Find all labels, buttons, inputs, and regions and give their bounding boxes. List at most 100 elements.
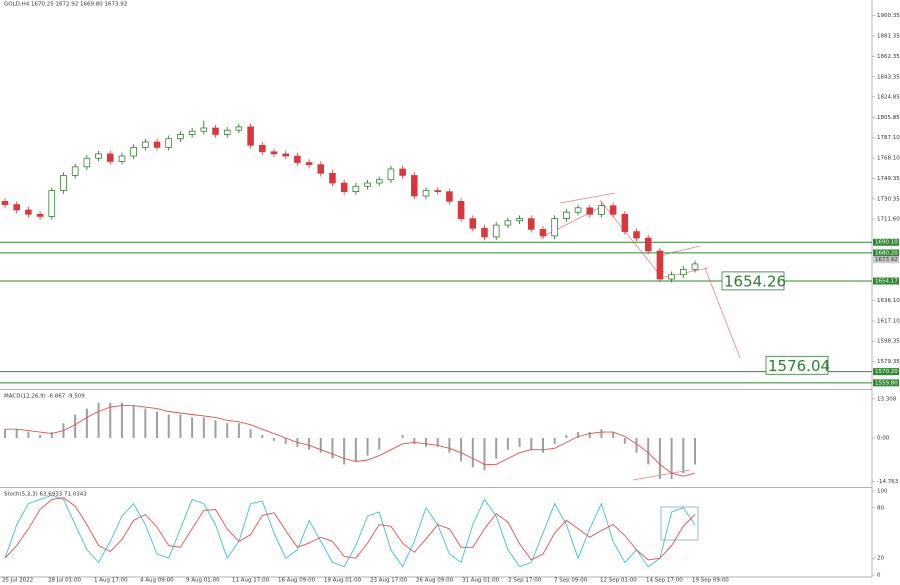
candle-body	[95, 153, 102, 159]
candle-body	[457, 201, 465, 219]
candle-body	[668, 274, 675, 280]
candle-body	[270, 151, 278, 155]
candle-body	[247, 126, 254, 146]
candle-body	[434, 190, 441, 192]
candle-body	[294, 155, 301, 163]
level-label: 1570.20	[875, 369, 898, 375]
candle-body	[200, 127, 208, 132]
candle-body	[644, 237, 652, 252]
level-tag	[873, 249, 899, 257]
candle-body	[516, 218, 523, 222]
candle-body	[212, 127, 219, 135]
candle-body	[130, 147, 137, 157]
y-tick-label: 1824.85	[877, 94, 900, 100]
x-tick-label: 14 Sep 17:00	[646, 578, 683, 584]
level-label: 1690.10	[875, 240, 898, 246]
highlight-box	[660, 506, 699, 541]
price-target-box	[765, 355, 829, 375]
x-tick-label: 28 Jul 01:00	[48, 578, 81, 584]
panel-title: Stoch(5,3,3) 63.6933 71.0343	[4, 492, 87, 498]
candle-body	[609, 205, 617, 215]
x-tick-label: 19 Sep 09:00	[692, 578, 729, 584]
channel-line	[661, 245, 701, 256]
candle-body	[399, 168, 406, 176]
panel-title: MACD(12,26,9) -6.867 -9.509	[4, 394, 85, 400]
candle-body	[352, 185, 360, 192]
candle-body	[680, 268, 687, 276]
candle-body	[621, 213, 629, 232]
candle-body	[165, 138, 173, 148]
y-tick-label: 1711.60	[877, 217, 900, 223]
channel-line	[539, 204, 606, 239]
y-tick-label: 1598.35	[877, 339, 900, 345]
signal-line	[5, 405, 696, 477]
x-tick-label: 31 Aug 01:00	[462, 578, 500, 584]
candle-body	[387, 168, 395, 181]
candle-body	[188, 130, 196, 135]
candle-body	[527, 218, 535, 230]
panel-title: GOLD,H4 1670.25 1672.92 1669.80 1673.92	[4, 2, 127, 8]
candle-body	[83, 157, 91, 168]
candle-body	[13, 204, 20, 211]
level-tag	[873, 368, 899, 376]
price-target-label: 1576.04	[768, 357, 830, 375]
candle-body	[446, 191, 453, 202]
x-tick-label: 7 Sep 09:00	[554, 578, 588, 584]
stoch-line	[4, 497, 696, 561]
candle-body	[340, 182, 348, 192]
y-tick-label: 1787.10	[877, 135, 900, 141]
candle-body	[598, 205, 605, 215]
x-tick-label: 12 Sep 01:00	[600, 578, 637, 584]
candle-body	[235, 126, 243, 131]
level-label: 1654.17	[875, 279, 898, 285]
channel-line	[559, 192, 616, 204]
level-label: 1559.80	[875, 380, 898, 386]
candle-body	[375, 179, 383, 184]
candle-body	[539, 229, 547, 237]
y-tick-label: 1768.10	[877, 156, 900, 162]
y-tick-label: 20	[877, 556, 884, 562]
candle-body	[329, 172, 336, 184]
x-tick-label: 26 Aug 09:00	[416, 578, 454, 584]
candle-body	[1, 201, 9, 205]
candle-body	[633, 231, 640, 239]
price-tag	[873, 256, 899, 264]
candle-body	[71, 166, 79, 176]
x-tick-label: 11 Aug 17:00	[232, 578, 270, 584]
candle-body	[305, 162, 313, 166]
y-tick-label: 13.308	[877, 396, 897, 402]
candle-body	[364, 182, 371, 187]
level-tag	[873, 379, 899, 387]
candle-body	[563, 211, 570, 219]
candle-body	[25, 209, 32, 215]
x-tick-label: 2 Sep 17:00	[508, 578, 542, 584]
y-tick-label: 0.00	[877, 435, 890, 441]
stoch-line	[4, 494, 696, 568]
y-tick-label: 1730.35	[877, 196, 900, 202]
x-tick-label: 25 Jul 2022	[2, 578, 33, 584]
y-tick-label: 80	[877, 505, 884, 511]
y-tick-label: -14.763	[877, 479, 899, 485]
x-tick-label: 23 Aug 17:00	[370, 578, 408, 584]
y-tick-label: 1579.35	[877, 359, 900, 365]
candle-body	[574, 207, 582, 213]
y-tick-label: 100	[877, 489, 888, 495]
x-tick-label: 1 Aug 17:00	[94, 578, 128, 584]
price-target-label: 1654.26	[724, 272, 786, 290]
candle-body	[586, 207, 594, 215]
candle-body	[60, 175, 67, 191]
candle-body	[153, 141, 161, 148]
candle-body	[422, 190, 430, 197]
level-label: 1680.20	[875, 250, 898, 256]
x-tick-label: 16 Aug 09:00	[278, 578, 316, 584]
candle-body	[691, 263, 699, 270]
y-tick-label: 1636.10	[877, 298, 900, 304]
projection-line	[704, 267, 741, 359]
candle-body	[48, 190, 56, 217]
y-tick-label: 1862.35	[877, 54, 900, 60]
price-target-box	[721, 271, 785, 291]
